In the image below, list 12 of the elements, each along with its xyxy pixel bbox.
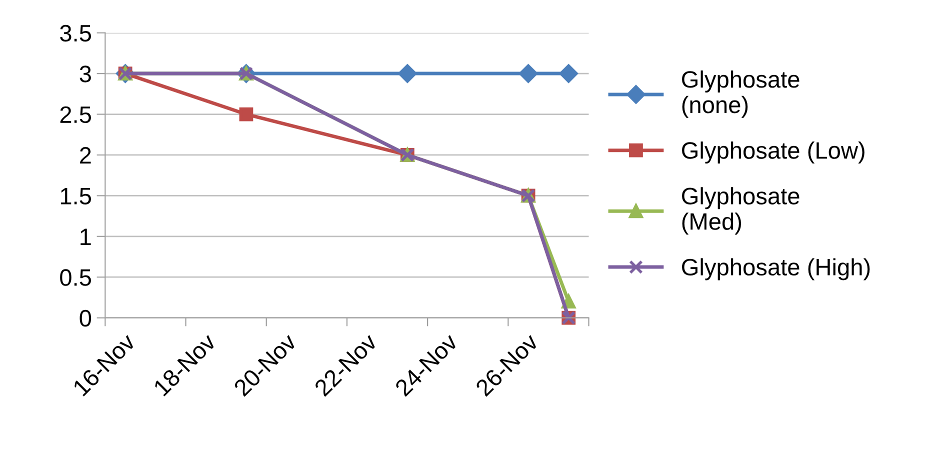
y-tick-label: 3.5 — [60, 24, 91, 42]
y-tick-label: 1 — [80, 228, 91, 245]
y-tick-label: 0 — [80, 310, 92, 327]
y-tick-label: 0.5 — [60, 269, 91, 286]
legend-label: Glyphosate (none) — [682, 70, 800, 118]
y-tick-label: 3 — [80, 66, 91, 82]
y-tick-label: 1.5 — [60, 188, 91, 204]
legend-label: Glyphosate (High) — [682, 258, 870, 280]
legend-label: Glyphosate (Low) — [682, 142, 864, 164]
y-tick-label: 2.5 — [60, 106, 91, 124]
y-tick-label: 2 — [80, 147, 91, 164]
legend-label: Glyphosate (Med) — [682, 187, 800, 235]
